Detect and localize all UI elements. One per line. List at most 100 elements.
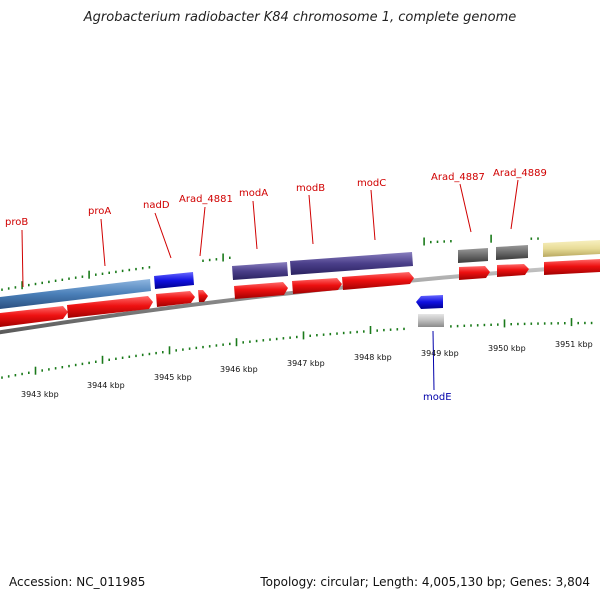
tick-minor [7, 287, 10, 290]
gene-arrow-proB[interactable] [0, 306, 68, 327]
tick-minor [497, 323, 499, 326]
tick-major [235, 338, 238, 347]
tick-minor [215, 258, 218, 261]
kbp-label: 3949 kbp [421, 349, 459, 358]
tick-minor [135, 267, 137, 271]
tick-minor [88, 361, 90, 365]
tick-minor [28, 371, 30, 374]
gene-arrow-Arad_4881[interactable] [198, 290, 208, 302]
tick-minor [584, 321, 586, 325]
tick-minor [476, 324, 479, 327]
tick-minor [383, 328, 385, 332]
tick-minor [48, 280, 50, 284]
tick-minor [342, 331, 345, 335]
tick-minor [255, 339, 258, 343]
gene-arrow-Arad_4889[interactable] [497, 264, 529, 277]
gene-label-modB: modB [296, 183, 325, 194]
gene-arrow-right-edge[interactable] [544, 259, 600, 275]
tick-minor [430, 240, 432, 244]
gene-arrow-Arad_4887[interactable] [459, 266, 490, 280]
topology-text: Topology: circular; Length: 4,005,130 bp… [260, 575, 590, 589]
tick-minor [108, 358, 110, 361]
tick-minor [175, 349, 177, 352]
tick-minor [1, 376, 3, 379]
tick-minor [41, 369, 43, 372]
gene-label-modC: modC [357, 178, 386, 189]
kbp-label: 3948 kbp [354, 353, 392, 362]
tick-minor [517, 322, 519, 326]
feature-bar-Arad_4889[interactable] [496, 245, 528, 260]
gene-label-Arad_4881: Arad_4881 [179, 194, 233, 205]
feature-bar-nadD[interactable] [154, 272, 194, 289]
tick-minor [483, 323, 486, 327]
tick-minor [289, 336, 291, 339]
feature-bar-modE[interactable] [418, 314, 444, 327]
tick-minor [376, 329, 378, 332]
kbp-label: 3946 kbp [220, 365, 258, 374]
tick-minor [202, 259, 204, 262]
tick-minor [74, 363, 77, 367]
tick-minor [155, 351, 157, 355]
tick-minor [162, 351, 164, 354]
gene-arrow-proA[interactable] [67, 296, 153, 318]
tick-minor [550, 322, 553, 325]
tick-minor [54, 367, 57, 370]
tick-minor [564, 322, 566, 325]
tick-minor [450, 240, 452, 243]
feature-bar-modA[interactable] [232, 262, 288, 280]
tick-minor [28, 283, 30, 287]
tick-minor [436, 240, 439, 243]
tick-minor [182, 348, 184, 351]
tick-minor [121, 269, 124, 273]
gene-label-modA: modA [239, 188, 268, 199]
tick-minor [262, 339, 265, 342]
tick-minor [128, 268, 131, 272]
tick-minor [456, 324, 459, 328]
tick-major [490, 234, 492, 243]
gene-arrow-modA[interactable] [234, 282, 288, 299]
tick-minor [195, 346, 198, 350]
tick-minor [141, 353, 144, 357]
kbp-label: 3951 kbp [555, 340, 593, 349]
feature-bar-khaki[interactable] [543, 240, 600, 257]
tick-minor [443, 240, 445, 243]
tick-minor [557, 322, 559, 325]
tick-major [34, 366, 37, 375]
gene-arrow-track [0, 259, 600, 327]
tick-minor [356, 330, 358, 334]
feature-track [0, 240, 600, 309]
tick-minor [108, 271, 110, 274]
feature-bar-proB-proA[interactable] [0, 279, 151, 309]
tick-minor [282, 337, 285, 340]
kbp-scale-labels: 3943 kbp 3944 kbp 3945 kbp 3946 kbp 3947… [21, 340, 593, 399]
tick-minor [21, 372, 23, 376]
tick-row-top [1, 234, 539, 291]
tick-major [423, 237, 425, 246]
gene-arrow-modB[interactable] [292, 278, 342, 294]
tick-major [168, 346, 171, 355]
tick-minor [309, 334, 311, 337]
tick-minor [61, 278, 64, 281]
feature-bar-Arad_4887[interactable] [458, 248, 488, 263]
gene-label-modE: modE [423, 392, 452, 403]
tick-row-bottom [1, 318, 593, 379]
tick-minor [463, 324, 466, 327]
tick-major [101, 355, 104, 364]
tick-minor [530, 322, 533, 325]
gene-arrow-nadD[interactable] [156, 291, 195, 307]
gene-arrow-modC[interactable] [342, 272, 414, 290]
kbp-label: 3947 kbp [287, 359, 325, 368]
gene-label-Arad_4887: Arad_4887 [431, 172, 485, 183]
tick-minor [68, 277, 70, 280]
tick-minor [115, 357, 117, 360]
kbp-label: 3950 kbp [488, 344, 526, 353]
tick-minor [222, 343, 224, 346]
tick-minor [54, 279, 57, 282]
gene-label-Arad_4889: Arad_4889 [493, 168, 547, 179]
tick-minor [229, 342, 231, 346]
tick-minor [510, 323, 512, 326]
feature-bar-modB-modC[interactable] [290, 252, 413, 275]
gene-arrow-modE[interactable] [416, 295, 443, 309]
tick-minor [577, 321, 579, 325]
